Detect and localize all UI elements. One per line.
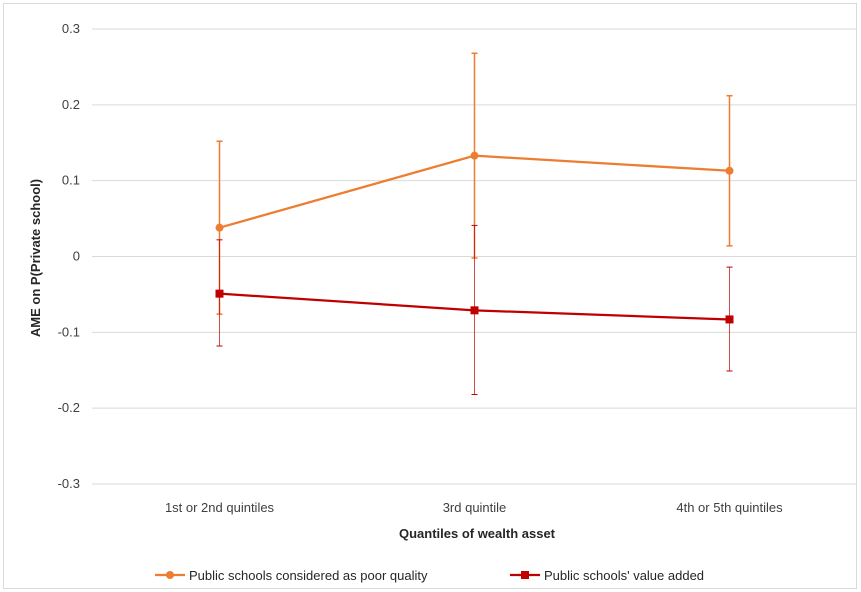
y-tick-label: 0	[73, 249, 80, 264]
legend-label: Public schools considered as poor qualit…	[189, 568, 428, 583]
chart-frame	[3, 3, 857, 589]
y-tick-label: -0.1	[58, 324, 80, 339]
x-tick-label: 3rd quintile	[443, 500, 507, 515]
y-tick-labels: 0.3 0.2 0.1 0 -0.1 -0.2 -0.3	[58, 21, 80, 491]
x-tick-labels: 1st or 2nd quintiles 3rd quintile 4th or 5…	[165, 500, 783, 515]
data-point-circle	[215, 223, 224, 232]
legend-label: Public schools' value added	[544, 568, 704, 583]
x-tick-label: 4th or 5th quintiles	[676, 500, 783, 515]
legend: Public schools considered as poor qualit…	[155, 568, 704, 583]
x-axis-title: Quantiles of wealth asset	[399, 526, 556, 541]
data-point-circle	[470, 151, 479, 160]
y-tick-label: 0.3	[62, 21, 80, 36]
y-tick-label: 0.1	[62, 173, 80, 188]
legend-marker-square	[521, 571, 529, 579]
data-point-square	[725, 315, 734, 324]
data-point-square	[470, 306, 479, 315]
y-axis-title: AME on P(Private school)	[28, 179, 43, 337]
legend-marker-circle	[166, 571, 174, 579]
y-tick-label: -0.3	[58, 476, 80, 491]
series-markers	[215, 151, 734, 324]
y-tick-label: 0.2	[62, 97, 80, 112]
y-tick-label: -0.2	[58, 400, 80, 415]
data-point-square	[215, 289, 224, 298]
x-tick-label: 1st or 2nd quintiles	[165, 500, 275, 515]
data-point-circle	[725, 166, 734, 175]
